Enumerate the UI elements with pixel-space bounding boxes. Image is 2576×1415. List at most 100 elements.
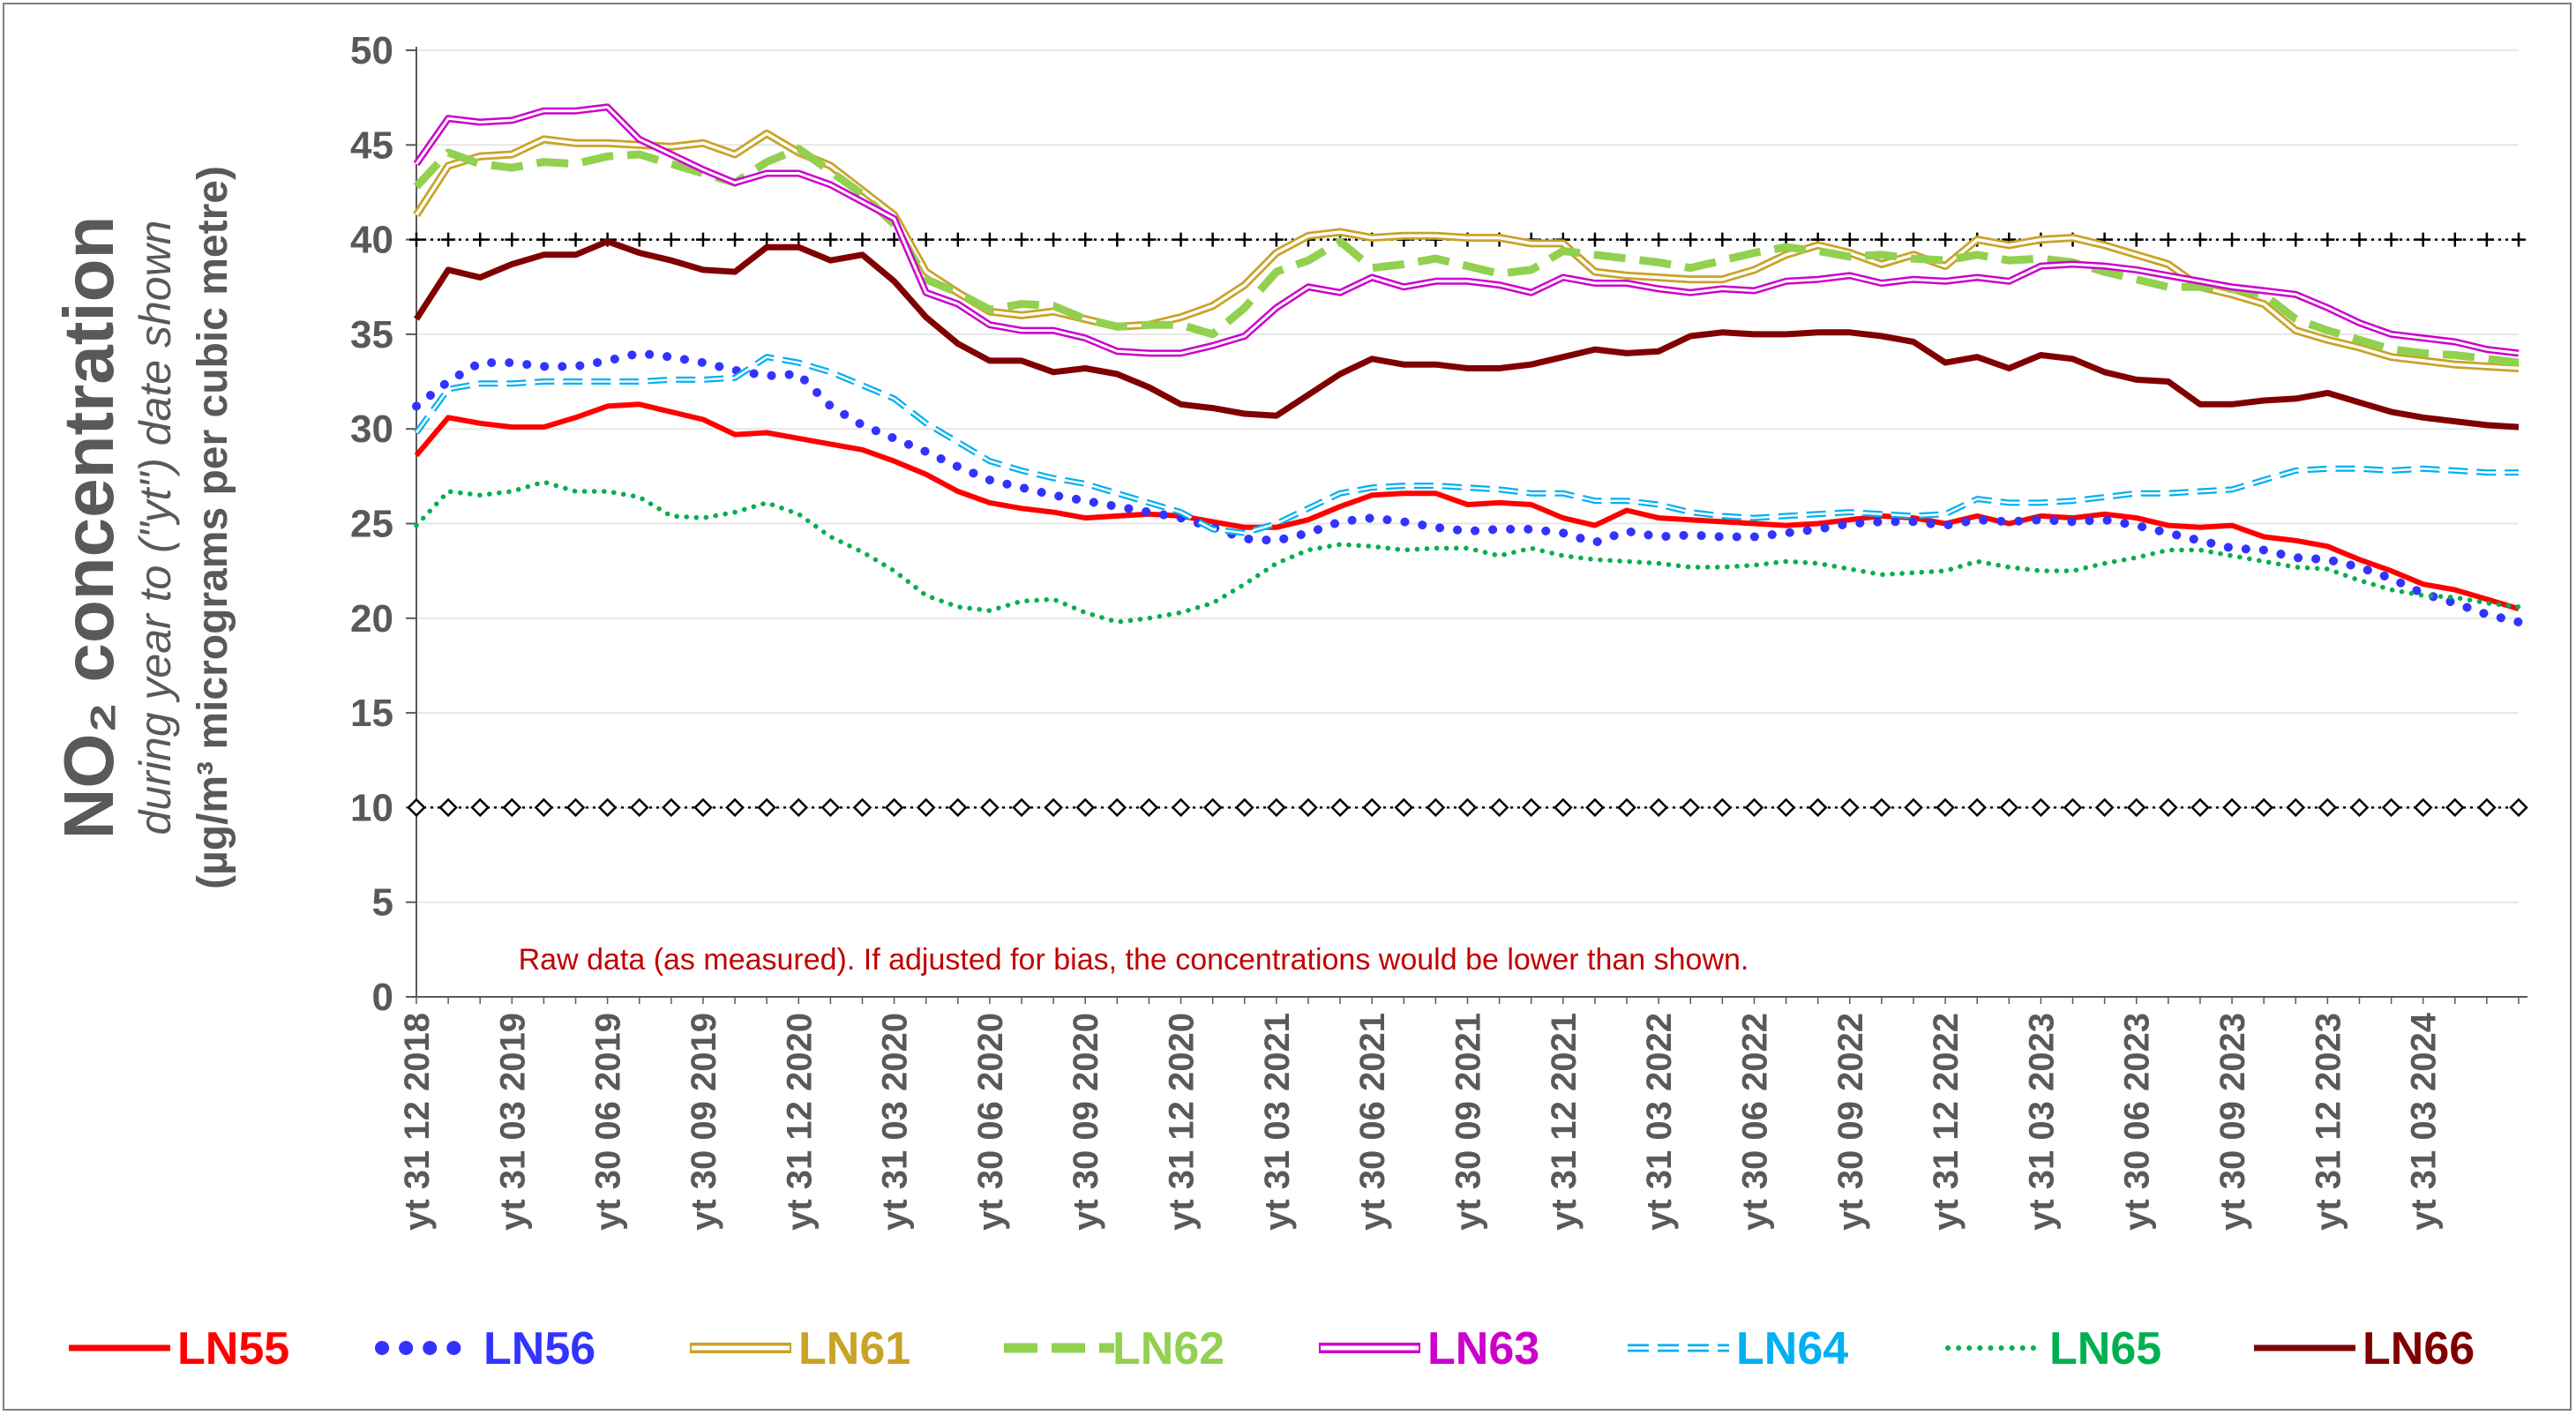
reference-marker-plus — [409, 232, 423, 247]
reference-marker-plus — [1906, 232, 1921, 247]
reference-marker-diamond — [2254, 797, 2273, 818]
reference-marker-plus — [663, 232, 678, 247]
legend-item-ln61: LN61 — [690, 1323, 910, 1374]
series-line-ln66 — [414, 238, 2520, 430]
legend-item-ln64: LN64 — [1628, 1323, 1848, 1374]
reference-marker-plus — [1842, 232, 1857, 247]
y-tick-label: 40 — [350, 219, 393, 262]
reference-marker-diamond — [2286, 797, 2306, 818]
reference-marker-diamond — [916, 797, 936, 818]
reference-marker-diamond — [502, 797, 522, 818]
reference-marker-plus — [2257, 232, 2272, 247]
y-axis-unit-group: (µg/m³ micrograms per cubic metre) — [190, 166, 236, 889]
series-line-ln56 — [412, 348, 2523, 627]
reference-marker-diamond — [407, 797, 426, 818]
reference-marker-diamond — [1776, 797, 1796, 818]
reference-marker-diamond — [470, 797, 490, 818]
reference-marker-plus — [1078, 232, 1093, 247]
legend-label-ln56: LN56 — [483, 1323, 595, 1374]
chart-title: NO₂ concentration — [49, 216, 128, 840]
reference-marker-plus — [505, 232, 520, 247]
series-ln66 — [414, 238, 2520, 430]
reference-marker-diamond — [1202, 797, 1223, 818]
legend-item-ln63: LN63 — [1319, 1323, 1539, 1374]
reference-marker-diamond — [534, 797, 554, 818]
reference-marker-diamond — [1012, 797, 1031, 818]
reference-marker-diamond — [1330, 797, 1350, 818]
reference-marker-diamond — [1044, 797, 1063, 818]
reference-marker-diamond — [980, 797, 1000, 818]
reference-marker-diamond — [693, 797, 713, 818]
x-tick-label: yt 30 06 2020 — [971, 1013, 1010, 1231]
reference-marker-diamond — [2094, 797, 2115, 818]
x-tick-label: yt 31 12 2018 — [398, 1013, 437, 1231]
reference-lines — [407, 232, 2528, 818]
reference-marker-plus — [1938, 232, 1953, 247]
chart-frame — [3, 3, 2572, 1411]
reference-marker-plus — [1269, 232, 1284, 247]
series-line-ln62 — [413, 145, 2520, 367]
reference-marker-plus — [728, 232, 743, 247]
reference-marker-plus — [1651, 232, 1666, 247]
reference-marker-diamond — [1808, 797, 1828, 818]
y-tick-label: 30 — [350, 408, 393, 451]
reference-marker-plus — [1683, 232, 1698, 247]
reference-marker-diamond — [629, 797, 649, 818]
series-line-ln65 — [414, 479, 2521, 625]
legend-label-ln55: LN55 — [177, 1323, 289, 1374]
reference-marker-plus — [1015, 232, 1030, 247]
reference-marker-plus — [2160, 232, 2175, 247]
series-line-ln63 — [413, 103, 2520, 357]
reference-marker-plus — [1237, 232, 1252, 247]
series-line-ln55 — [414, 401, 2520, 611]
legend-item-ln56: LN56 — [375, 1323, 595, 1374]
reference-marker-plus — [1110, 232, 1125, 247]
reference-marker-plus — [2192, 232, 2207, 247]
reference-marker-diamond — [2159, 797, 2178, 818]
reference-marker-plus — [1142, 232, 1157, 247]
reference-marker-diamond — [2190, 797, 2210, 818]
y-tick-label: 20 — [350, 597, 393, 640]
reference-marker-diamond — [1394, 797, 1414, 818]
legend-label-ln66: LN66 — [2363, 1323, 2475, 1374]
x-tick-label: yt 31 03 2022 — [1640, 1013, 1679, 1231]
reference-marker-diamond — [2318, 797, 2338, 818]
reference-marker-diamond — [757, 797, 776, 818]
x-tick-label: yt 30 09 2022 — [1831, 1013, 1870, 1231]
x-axis-ticks: yt 31 12 2018 yt 31 03 2019 yt 30 06 2019 y… — [398, 997, 2520, 1231]
reference-marker-plus — [982, 232, 997, 247]
y-tick-label: 15 — [350, 692, 393, 735]
reference-marker-diamond — [565, 797, 586, 818]
reference-marker-diamond — [1267, 797, 1286, 818]
reference-marker-diamond — [1075, 797, 1095, 818]
x-tick-label: yt 30 06 2019 — [589, 1013, 628, 1231]
x-tick-label: yt 31 03 2021 — [1258, 1013, 1297, 1231]
reference-marker-diamond — [2477, 797, 2497, 818]
reference-marker-plus — [823, 232, 838, 247]
reference-marker-diamond — [2349, 797, 2370, 818]
y-axis-label: (µg/m³ micrograms per cubic metre) — [190, 166, 236, 889]
reference-marker-diamond — [1457, 797, 1478, 818]
reference-marker-plus — [1173, 232, 1188, 247]
reference-marker-diamond — [2126, 797, 2146, 818]
x-tick-label: yt 31 03 2023 — [2022, 1013, 2061, 1231]
reference-marker-diamond — [1171, 797, 1191, 818]
reference-marker-diamond — [2509, 797, 2528, 818]
x-tick-label: yt 31 03 2024 — [2405, 1012, 2444, 1231]
reference-marker-diamond — [1904, 797, 1923, 818]
reference-marker-plus — [695, 232, 710, 247]
y-tick-label: 35 — [350, 313, 393, 356]
y-axis-ticks: 0 5 10 15 20 25 30 35 40 45 50 — [350, 29, 416, 1019]
reference-marker-plus — [632, 232, 647, 247]
y-tick-label: 50 — [350, 29, 393, 72]
reference-marker-diamond — [1872, 797, 1891, 818]
legend-label-ln61: LN61 — [798, 1323, 910, 1374]
y-axis-title-main-group: NO₂ concentration — [49, 216, 128, 840]
reference-marker-plus — [2225, 232, 2240, 247]
x-tick-label: yt 30 09 2019 — [685, 1013, 723, 1231]
series-ln56 — [412, 348, 2523, 627]
reference-marker-plus — [2352, 232, 2367, 247]
x-tick-label: yt 31 12 2021 — [1545, 1013, 1584, 1231]
reference-marker-diamond — [1712, 797, 1733, 818]
reference-marker-diamond — [852, 797, 872, 818]
